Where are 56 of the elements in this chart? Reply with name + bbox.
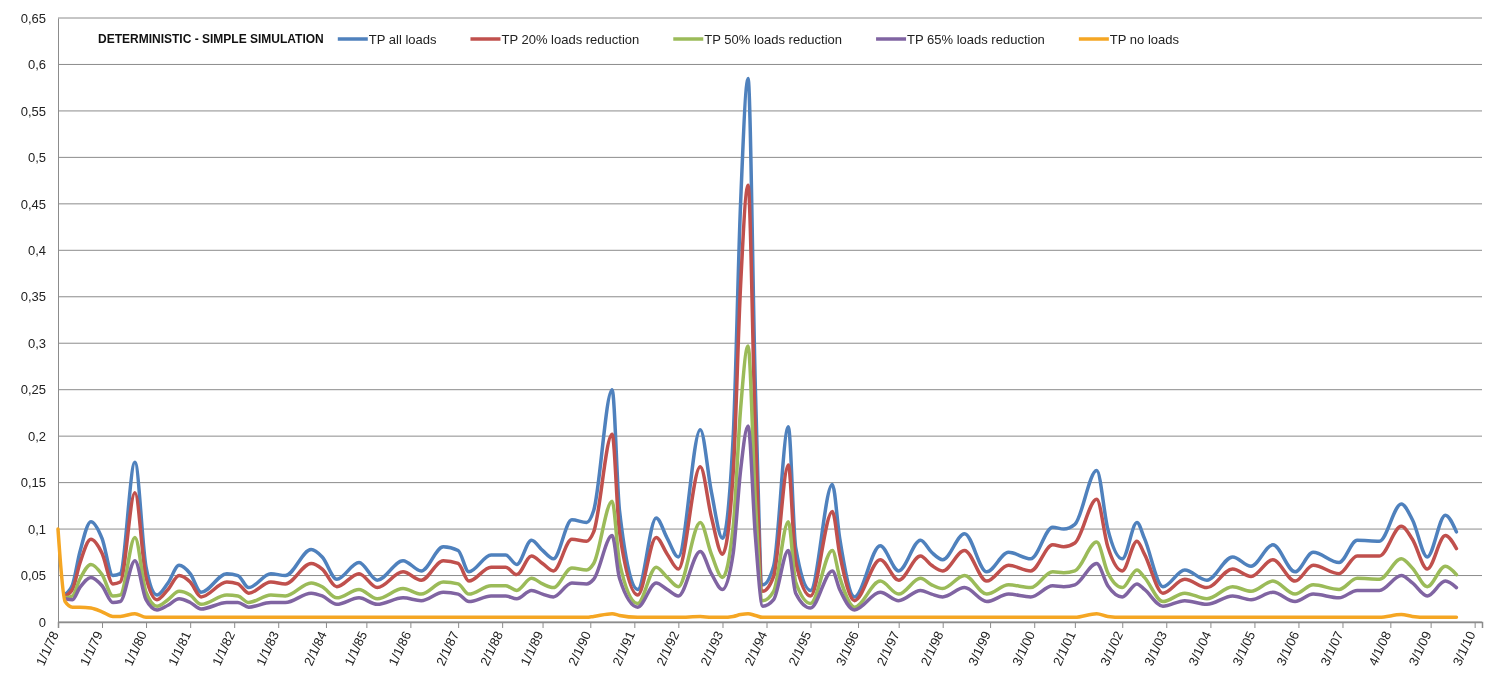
y-tick-label: 0,45 xyxy=(20,196,46,212)
x-tick-label: 2/1/84 xyxy=(300,628,330,668)
x-tick-label: 1/1/89 xyxy=(517,628,547,668)
x-tick-label: 4/1/08 xyxy=(1365,628,1395,668)
y-tick-label: 0,2 xyxy=(27,428,46,444)
x-tick-label: 1/1/85 xyxy=(341,628,371,668)
x-tick-label: 2/1/88 xyxy=(477,628,506,668)
y-tick-label: 0,4 xyxy=(27,242,46,258)
x-tick-label: 3/1/99 xyxy=(965,628,994,668)
legend-label: TP 50% loads reduction xyxy=(704,31,843,47)
line-series xyxy=(63,183,1459,603)
x-tick-label: 3/1/06 xyxy=(1273,628,1303,668)
line-series xyxy=(63,424,1459,612)
y-tick-label: 0,6 xyxy=(27,57,46,73)
x-tick-label: 2/1/95 xyxy=(785,628,815,668)
x-tick-label: 2/1/90 xyxy=(565,628,595,668)
legend-label: TP 20% loads reduction xyxy=(501,31,640,47)
x-tick-label: 3/1/03 xyxy=(1141,628,1171,668)
legend-label: TP all loads xyxy=(368,31,437,47)
x-tick-label: 1/1/83 xyxy=(253,628,283,668)
x-tick-label: 3/1/07 xyxy=(1317,628,1347,668)
line-series xyxy=(63,344,1459,609)
x-tick-label: 3/1/10 xyxy=(1449,628,1479,668)
x-tick-label: 3/1/09 xyxy=(1405,628,1435,668)
x-tick-label: 3/1/05 xyxy=(1229,628,1259,668)
x-tick-label: 1/1/80 xyxy=(120,628,150,668)
x-tick-label: 3/1/02 xyxy=(1097,628,1127,668)
y-tick-label: 0 xyxy=(38,614,46,630)
y-tick-label: 0,25 xyxy=(20,382,46,398)
x-tick-label: 1/1/86 xyxy=(385,628,415,668)
legend-label: TP no loads xyxy=(1109,31,1180,47)
x-tick-label: 2/1/98 xyxy=(917,628,947,668)
x-tick-label: 3/1/96 xyxy=(832,628,862,668)
x-tick-label: 2/1/94 xyxy=(741,628,771,668)
x-tick-label: 2/1/87 xyxy=(433,628,462,668)
line-series xyxy=(56,527,1459,620)
y-tick-label: 0,05 xyxy=(20,568,46,584)
y-tick-label: 0,35 xyxy=(20,289,46,305)
y-tick-label: 0,65 xyxy=(20,10,46,26)
legend-label: TP 65% loads reduction xyxy=(907,31,1045,47)
y-tick-label: 0,15 xyxy=(20,475,46,491)
y-tick-label: 0,5 xyxy=(27,150,46,166)
y-tick-label: 0,55 xyxy=(20,103,46,119)
x-tick-label: 2/1/93 xyxy=(697,628,727,668)
x-tick-label: 2/1/97 xyxy=(873,628,903,668)
x-tick-label: 2/1/92 xyxy=(653,628,683,668)
x-tick-label: 1/1/78 xyxy=(32,628,62,668)
x-tick-label: 3/1/00 xyxy=(1009,628,1039,668)
x-tick-label: 2/1/91 xyxy=(609,628,639,668)
x-tick-label: 1/1/79 xyxy=(76,628,106,668)
x-tick-label: 1/1/81 xyxy=(165,628,194,668)
x-tick-label: 3/1/04 xyxy=(1185,628,1215,668)
y-tick-label: 0,1 xyxy=(27,521,46,537)
legend-title: DETERMINISTIC - SIMPLE SIMULATION xyxy=(98,32,324,47)
y-tick-label: 0,3 xyxy=(27,335,46,351)
x-tick-label: 1/1/82 xyxy=(209,628,238,668)
